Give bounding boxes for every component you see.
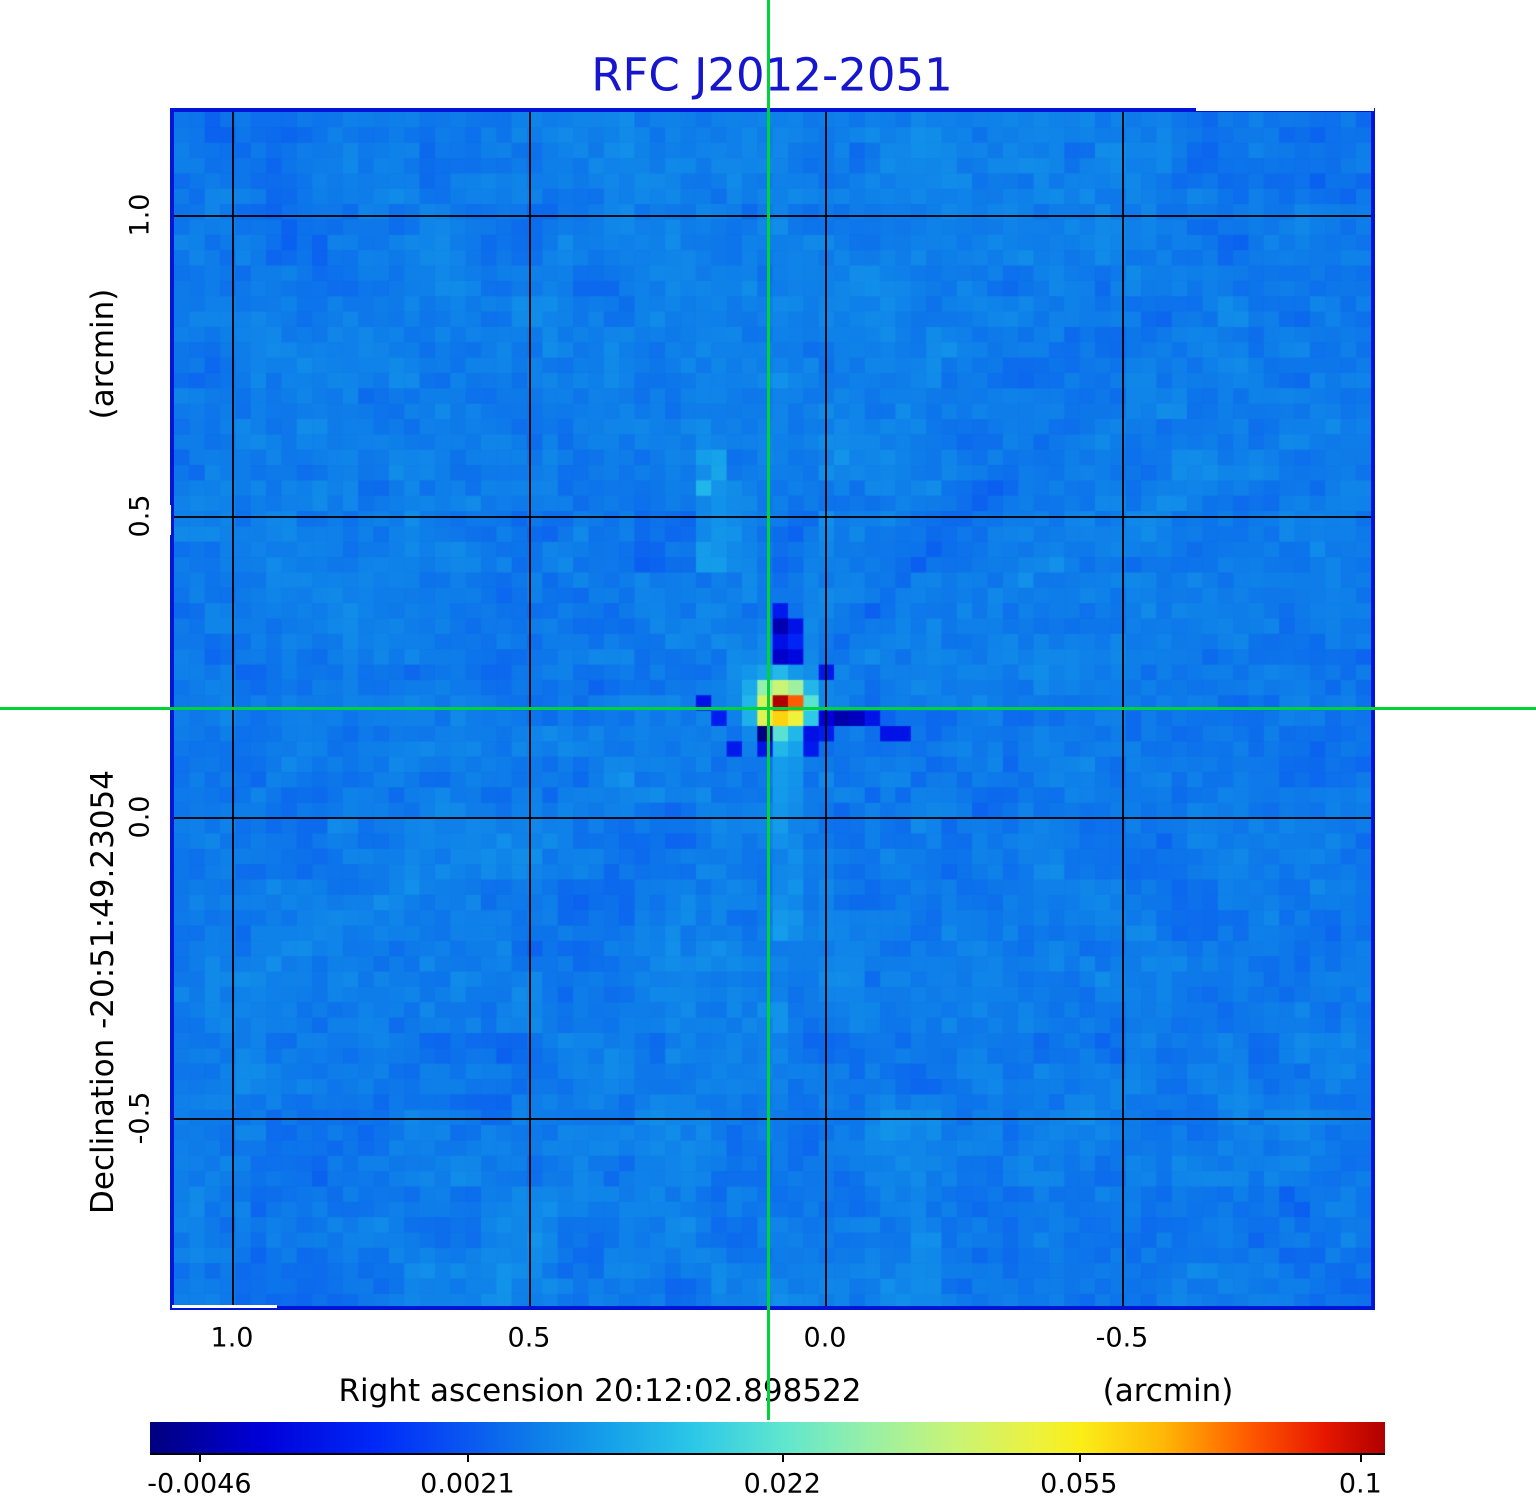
x-axis-title: Right ascension 20:12:02.898522 — [338, 1373, 862, 1409]
gridline-horizontal — [174, 817, 1371, 819]
colorbar-tick — [1078, 1455, 1081, 1462]
colorbar-tick-label: 0.1 — [1338, 1468, 1382, 1500]
y-tick-label: 1.0 — [124, 193, 156, 237]
gridline-horizontal — [174, 1118, 1371, 1120]
y-tick-label: 0.0 — [124, 795, 156, 839]
colorbar-tick-label: -0.0046 — [147, 1468, 252, 1500]
blanked-stripe — [168, 505, 171, 535]
gridline-horizontal — [174, 516, 1371, 518]
y-axis-title: Declination -20:51:49.23054 — [85, 770, 121, 1214]
colorbar-tick — [467, 1455, 470, 1462]
y-tick-label: -0.5 — [124, 1091, 156, 1145]
y-axis-unit: (arcmin) — [85, 288, 121, 420]
colorbar-wedge — [150, 1422, 1385, 1455]
colorbar-tick — [199, 1455, 202, 1462]
colorbar-tick-label: 0.022 — [743, 1468, 821, 1500]
x-tick-label: -0.5 — [1095, 1322, 1149, 1354]
colorbar-tick-label: 0.055 — [1040, 1468, 1118, 1500]
blanked-stripe — [1196, 108, 1374, 111]
x-axis-unit: (arcmin) — [1102, 1373, 1234, 1409]
crosshair-horizontal-line — [0, 707, 1536, 710]
x-tick-label: 1.0 — [210, 1322, 254, 1354]
colorbar-tick — [782, 1455, 785, 1462]
figure-title: RFC J2012-2051 — [591, 48, 953, 102]
blanked-stripe — [172, 1305, 277, 1308]
crosshair-vertical-line — [767, 0, 770, 1420]
x-tick-label: 0.5 — [507, 1322, 551, 1354]
colorbar-tick-label: 0.0021 — [420, 1468, 515, 1500]
colorbar-tick — [1360, 1455, 1363, 1462]
gridline-horizontal — [174, 215, 1371, 217]
y-tick-label: 0.5 — [124, 494, 156, 538]
x-tick-label: 0.0 — [803, 1322, 847, 1354]
